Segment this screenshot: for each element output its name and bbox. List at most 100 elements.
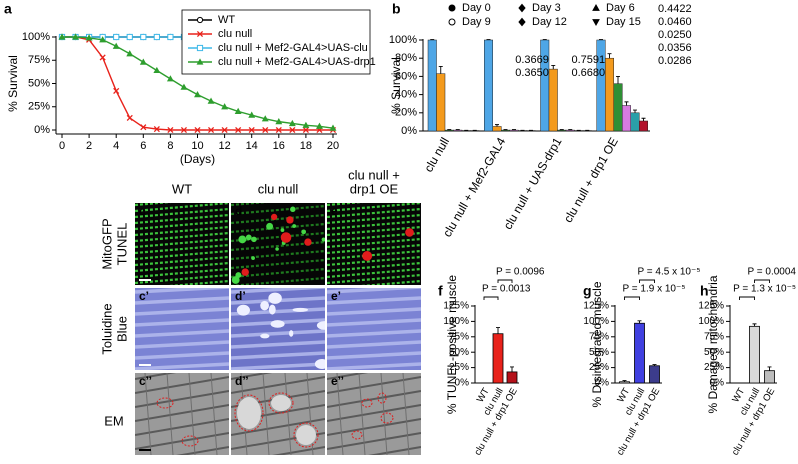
mito-outline (293, 422, 319, 448)
data-point (261, 115, 269, 122)
sarcomere (358, 373, 366, 455)
error-bar (438, 65, 443, 74)
mito-outline (377, 392, 387, 404)
y-tick-label: 0% (455, 378, 470, 389)
data-point (302, 121, 310, 128)
mito-stripe (231, 204, 325, 216)
y-tick-label: 80% (395, 52, 417, 64)
data-point (221, 126, 228, 134)
mito-stripe (327, 261, 421, 273)
data-point (194, 91, 201, 98)
p-value: 0.0250 (658, 29, 692, 41)
p-value: 0.0356 (658, 42, 692, 54)
data-point (167, 126, 174, 134)
data-point (126, 33, 133, 41)
myofibril (135, 296, 229, 305)
data-point (234, 107, 242, 114)
micrograph: e’’ (327, 373, 421, 455)
mito-stripe (327, 203, 421, 213)
z-disc (135, 376, 229, 394)
z-disc (272, 446, 325, 455)
p-value: 0.3650 (515, 67, 549, 79)
x-tick-label: 6 (140, 140, 146, 152)
legend-label: Day 6 (606, 2, 635, 14)
myofibril (135, 351, 229, 360)
x-tick-label: 14 (246, 140, 258, 152)
y-tick-label: 125% (583, 301, 609, 312)
column-header: clu null + (348, 167, 400, 182)
data-point (289, 126, 296, 134)
vacuole (270, 320, 285, 328)
mito-stripe (231, 276, 325, 285)
mito-stripe (231, 203, 268, 207)
column-header: WT (172, 181, 192, 196)
legend-label: Day 3 (532, 2, 561, 14)
column-header: drp1 OE (350, 181, 399, 196)
legend-label: clu null (218, 28, 252, 40)
y-tick-label: 100% (698, 316, 724, 327)
data-point (329, 124, 337, 131)
data-point (140, 124, 147, 131)
bar (634, 322, 645, 384)
vacuole (260, 300, 269, 311)
sarcomere (284, 373, 292, 455)
x-tick-label: clu null + UAS-drp1 (501, 135, 565, 232)
p-value: 0.7591 (572, 54, 606, 66)
z-disc (231, 373, 273, 380)
y-tick-label: 100% (583, 316, 609, 327)
z-disc (327, 390, 421, 408)
legend-label: Day 9 (462, 16, 491, 28)
row-header: Blue (114, 316, 129, 342)
bar (605, 57, 614, 132)
data-point (153, 33, 160, 41)
z-disc (231, 418, 325, 436)
bar (492, 333, 504, 384)
legend-marker (196, 16, 204, 24)
sarcomere (262, 373, 270, 455)
data-point (126, 50, 134, 57)
bar (565, 129, 575, 132)
y-tick-label: 20% (395, 107, 417, 119)
error-bar (616, 75, 620, 84)
mito-aggregate (292, 224, 297, 228)
z-disc (135, 390, 229, 408)
sarcomere (188, 373, 196, 455)
data-point (194, 126, 201, 134)
y-tick-label: 0% (710, 378, 725, 389)
x-tick-label: 12 (218, 140, 230, 152)
data-point (140, 33, 147, 41)
data-point (153, 66, 161, 74)
myofibril (231, 329, 325, 338)
x-tick-label: 18 (300, 140, 312, 152)
row-header: EM (104, 413, 124, 428)
sarcomere (402, 373, 410, 455)
y-tick-label: 100% (389, 34, 417, 46)
z-disc (368, 446, 421, 455)
tile-label: d (235, 204, 242, 218)
tunel-nucleus (286, 216, 294, 224)
micrograph: c’ (135, 288, 229, 370)
mito-outline (351, 430, 363, 440)
mito-stripe (327, 243, 421, 255)
legend-label: Day 12 (532, 16, 567, 28)
myofibril (327, 351, 421, 360)
data-point (167, 33, 174, 41)
tile-label: c’’ (139, 374, 152, 388)
mito-stripe (327, 273, 421, 285)
z-disc (327, 373, 369, 380)
significance-bracket (639, 279, 655, 283)
mito-stripe (327, 213, 421, 225)
panel-label: f (438, 283, 443, 299)
mito-stripe (327, 203, 364, 207)
x-tick-label: clu null + drp1 OE (561, 135, 621, 225)
micrograph: c (135, 203, 229, 285)
bar (444, 129, 454, 132)
y-tick-label: 40% (395, 89, 417, 101)
y-tick-label: 50% (589, 347, 609, 358)
error-bar (551, 65, 556, 70)
row-header: Toluidine (99, 303, 114, 354)
damaged-mito (296, 425, 316, 445)
data-point (85, 34, 93, 41)
data-point (99, 36, 107, 43)
